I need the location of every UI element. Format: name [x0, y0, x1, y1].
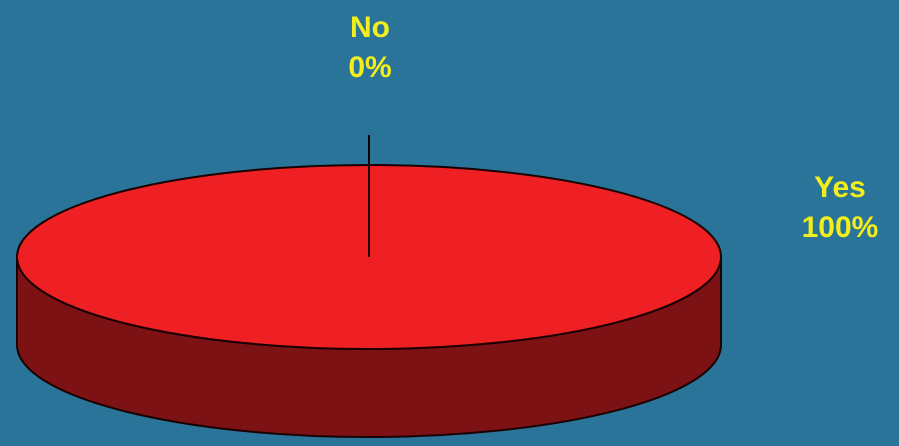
- slice-label-yes-percent: 100%: [801, 211, 879, 244]
- slice-label-no-percent: 0%: [348, 51, 392, 84]
- slice-label-yes-category: Yes: [814, 171, 866, 204]
- slice-label-no: No 0%: [320, 8, 420, 88]
- slice-label-no-category: No: [350, 11, 390, 44]
- slice-label-yes: Yes 100%: [785, 168, 895, 248]
